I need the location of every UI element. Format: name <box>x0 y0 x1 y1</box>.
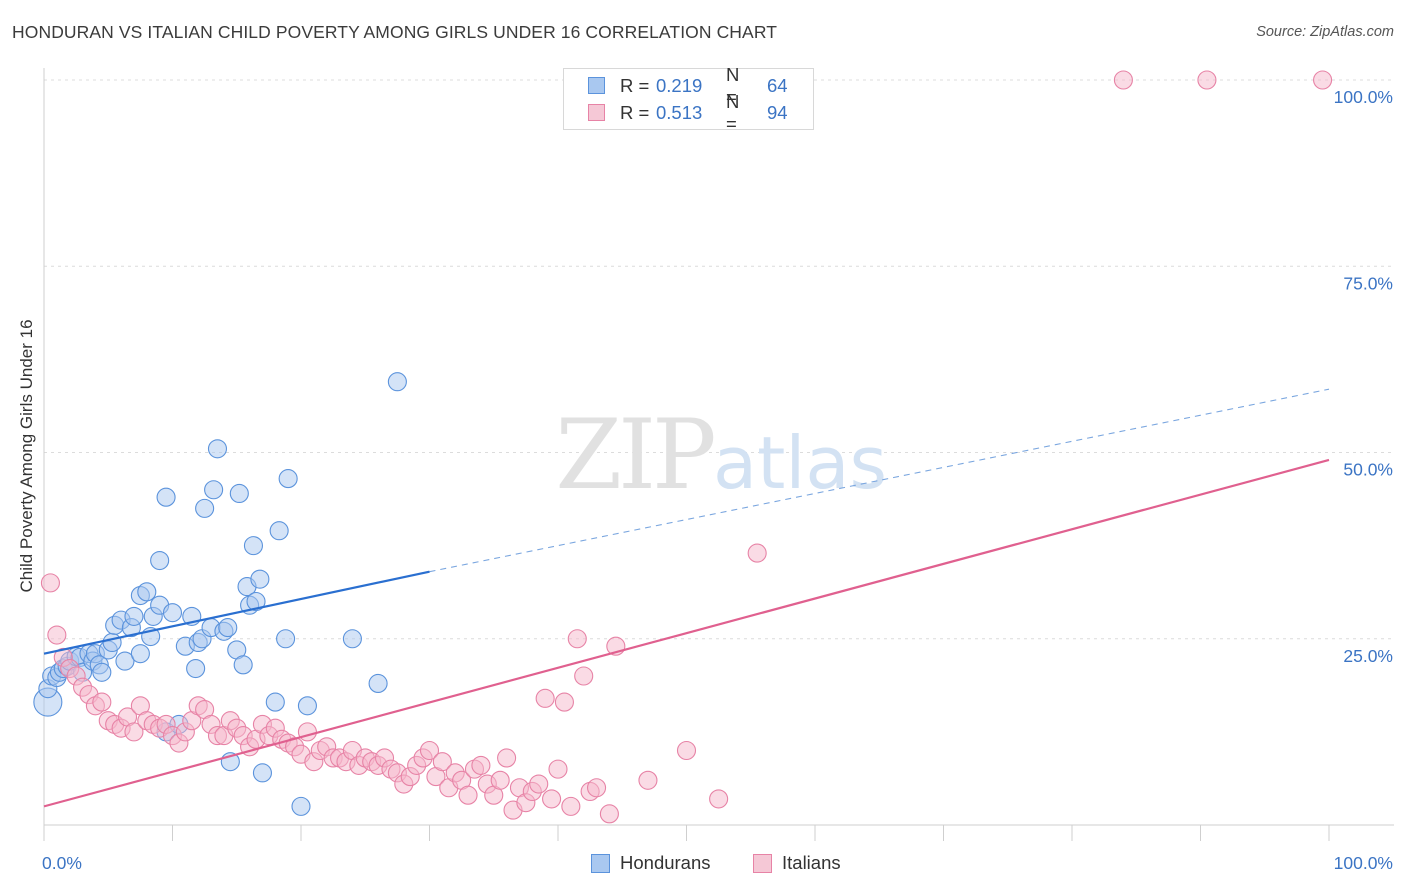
point-italians <box>567 629 587 649</box>
point-hondurans <box>92 662 112 682</box>
point-italians <box>554 692 574 712</box>
point-hondurans <box>156 487 176 507</box>
point-italians <box>432 752 452 772</box>
legend-label-hondurans: Hondurans <box>620 852 711 873</box>
point-hondurans <box>278 469 298 489</box>
point-hondurans <box>269 521 289 541</box>
legend-n-label: N = <box>726 91 740 134</box>
point-hondurans <box>297 696 317 716</box>
legend-n-value-hondurans: 64 <box>767 75 788 96</box>
point-italians <box>548 759 568 779</box>
y-tick-label: 50.0% <box>1343 460 1393 480</box>
y-tick-label: 25.0% <box>1343 646 1393 666</box>
legend-r-label: R = <box>620 75 650 96</box>
point-hondurans <box>246 591 266 612</box>
point-hondurans <box>265 692 285 712</box>
point-italians <box>709 789 729 809</box>
watermark-atlas: atlas <box>713 421 887 505</box>
legend-r-label: R = <box>620 102 650 123</box>
point-hondurans <box>368 673 388 694</box>
y-tick-label: 100.0% <box>1334 87 1393 107</box>
trendline-hondurans-extension <box>429 388 1330 573</box>
point-hondurans <box>342 629 362 649</box>
point-hondurans <box>276 629 296 649</box>
point-italians <box>497 748 517 768</box>
legend-r-value-italians: 0.513 <box>656 102 703 123</box>
legend-swatch-hondurans <box>588 77 605 94</box>
point-hondurans <box>186 658 206 679</box>
point-italians <box>471 755 491 775</box>
point-hondurans <box>207 439 228 459</box>
point-italians <box>124 722 144 742</box>
point-hondurans <box>250 569 270 589</box>
legend-item-italians: Italians <box>753 852 841 874</box>
legend-label-italians: Italians <box>782 852 841 873</box>
legend-n-label: N = <box>726 64 740 107</box>
point-italians <box>535 688 555 708</box>
point-italians <box>542 789 562 809</box>
point-hondurans <box>137 582 157 602</box>
stats-legend: R = 0.219 N = 64 R = 0.513 N = 94 <box>563 64 814 134</box>
point-italians <box>1113 70 1133 90</box>
point-italians <box>574 666 594 686</box>
point-hondurans <box>204 480 224 500</box>
point-italians <box>40 573 60 593</box>
point-hondurans <box>150 550 170 571</box>
chart-source: Source: ZipAtlas.com <box>1256 24 1394 40</box>
point-hondurans <box>218 618 238 638</box>
point-hondurans <box>243 536 264 556</box>
point-italians <box>490 770 510 790</box>
watermark-zip: ZIP <box>555 399 714 511</box>
point-hondurans <box>387 372 407 392</box>
point-italians <box>1313 70 1333 90</box>
legend-item-hondurans: Hondurans <box>591 852 711 874</box>
point-italians <box>676 740 697 761</box>
point-italians <box>419 740 440 761</box>
point-italians <box>92 692 112 712</box>
chart-title: HONDURAN VS ITALIAN CHILD POVERTY AMONG … <box>12 22 778 42</box>
point-italians <box>638 770 658 790</box>
x-tick-label: 0.0% <box>42 853 82 873</box>
y-tick-label: 75.0% <box>1343 273 1393 293</box>
x-tick-label: 100.0% <box>1334 853 1393 873</box>
point-hondurans <box>162 603 183 623</box>
point-hondurans <box>233 655 253 675</box>
legend-r-value-hondurans: 0.219 <box>656 75 703 96</box>
point-hondurans <box>229 483 249 504</box>
point-italians <box>561 796 581 816</box>
point-italians <box>47 625 67 645</box>
point-hondurans <box>124 606 144 626</box>
point-italians <box>747 543 767 563</box>
legend-swatch-italians <box>753 853 772 873</box>
point-hondurans <box>130 644 150 664</box>
point-hondurans <box>102 632 122 653</box>
legend-swatch-hondurans <box>591 853 610 873</box>
point-italians <box>458 785 478 805</box>
point-hondurans <box>115 651 135 671</box>
point-hondurans <box>252 763 273 783</box>
point-italians <box>1197 70 1217 90</box>
trendline-italians <box>43 458 1330 808</box>
point-italians <box>586 778 607 798</box>
legend-swatch-italians <box>588 104 605 121</box>
trendline-hondurans <box>43 570 430 655</box>
point-hondurans <box>291 796 311 816</box>
point-italians <box>529 774 549 794</box>
point-italians <box>599 804 619 824</box>
legend-n-value-italians: 94 <box>767 102 788 123</box>
point-hondurans <box>195 498 215 518</box>
